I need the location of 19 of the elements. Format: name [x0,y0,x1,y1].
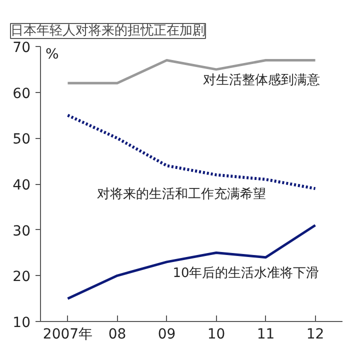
y-tick-label: 60 [12,86,31,102]
x-tick-label: 08 [108,326,126,342]
x-tick-label: 10 [207,326,226,342]
y-tick-label: 30 [12,223,31,240]
series-label: 对将来的生活和工作充满希望 [97,186,266,202]
y-tick-label: 50 [12,132,31,148]
y-tick-label: 10 [12,315,31,331]
chart-title: 日本年轻人对将来的担忧正在加剧 [10,24,206,38]
x-tick-label: 11 [256,326,275,342]
y-axis-title: % [45,46,59,62]
y-tick-label: 40 [12,178,31,194]
x-tick-label: 12 [306,326,324,342]
y-tick-label: 20 [12,269,31,286]
line-series [66,224,317,300]
x-tick-label: 09 [158,326,176,342]
x-tick-label: 2007年 [42,326,93,342]
series-label: 对生活整体感到满意 [203,72,320,88]
series-label: 10年后的生活水准将下滑 [172,266,320,281]
y-tick-label: 70 [12,40,31,56]
